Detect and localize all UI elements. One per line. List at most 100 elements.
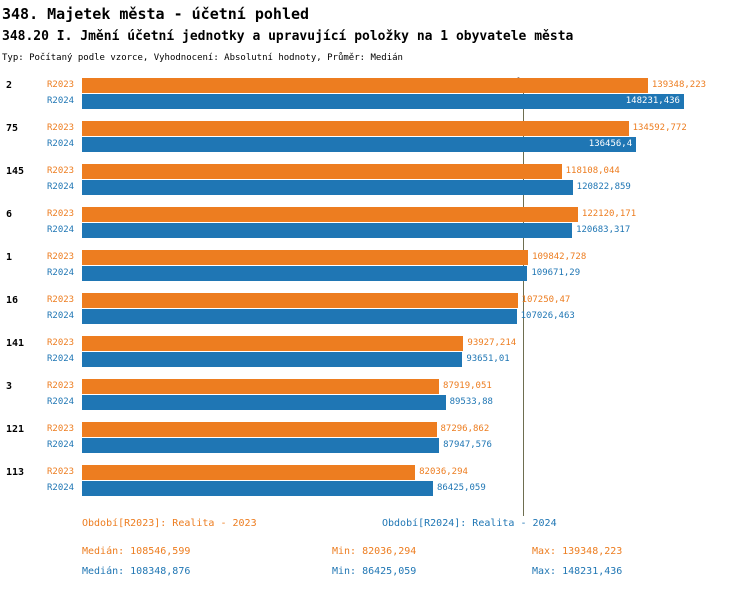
- bar-value-label: 87296,862: [440, 424, 490, 434]
- series-label-r2024: R2024: [47, 96, 75, 106]
- plot-cell: 82036,294: [82, 464, 748, 480]
- chart-bar-line: 3 R2023 87919,051: [2, 378, 748, 394]
- series-label-r2023: R2023: [47, 467, 75, 477]
- chart-group: 3 R2023 87919,051 R2024 89533,88: [2, 378, 748, 410]
- bar-value-label: 118108,044: [565, 166, 620, 176]
- plot-cell: 87947,576: [82, 437, 748, 453]
- chart-group: 16 R2023 107250,47 R2024 107026,463: [2, 292, 748, 324]
- series-label-r2024: R2024: [47, 268, 75, 278]
- series-label-r2023: R2023: [47, 209, 75, 219]
- series-label-r2023: R2023: [47, 381, 75, 391]
- indicator-title: 348.20 I. Jmění účetní jednotky a upravu…: [2, 29, 574, 44]
- category-label: 145: [6, 165, 25, 177]
- chart-group: 141 R2023 93927,214 R2024 93651,01: [2, 335, 748, 367]
- plot-cell: 107250,47: [82, 292, 748, 308]
- series-label-r2023: R2023: [47, 295, 75, 305]
- bar-r2023[interactable]: [82, 249, 529, 265]
- chart-bar-line: R2024 86425,059: [2, 480, 748, 496]
- category-label: 16: [6, 294, 19, 306]
- bar-r2024[interactable]: [82, 179, 573, 195]
- category-label: 113: [6, 466, 25, 478]
- series-label-r2023: R2023: [47, 80, 75, 90]
- chart-subtitle: Typ: Počítaný podle vzorce, Vyhodnocení:…: [2, 53, 403, 63]
- stat-max-r2024: Max: 148231,436: [532, 566, 623, 577]
- bar-value-label: 134592,772: [632, 123, 687, 133]
- series-label-r2023: R2023: [47, 252, 75, 262]
- plot-cell: 148231,436: [82, 93, 748, 109]
- bar-r2023[interactable]: [82, 163, 562, 179]
- plot-cell: 118108,044: [82, 163, 748, 179]
- series-label-r2024: R2024: [47, 354, 75, 364]
- chart-group: 1 R2023 109842,728 R2024 109671,29: [2, 249, 748, 281]
- plot-cell: 136456,4: [82, 136, 748, 152]
- category-label: 121: [6, 423, 25, 435]
- series-label-r2023: R2023: [47, 123, 75, 133]
- plot-cell: 120822,859: [82, 179, 748, 195]
- bar-r2023[interactable]: [82, 77, 648, 93]
- bar-value-label: 89533,88: [449, 397, 493, 407]
- plot-cell: 87296,862: [82, 421, 748, 437]
- plot-cell: 134592,772: [82, 120, 748, 136]
- legend-r2023: Období[R2023]: Realita - 2023: [82, 518, 257, 529]
- bar-chart: 0 2R2023139348,223R2024148231,43675R2023…: [2, 77, 748, 516]
- bar-r2024[interactable]: [82, 93, 684, 109]
- series-label-r2024: R2024: [47, 483, 75, 493]
- bar-r2024[interactable]: [82, 480, 433, 496]
- chart-bar-line: R2024 107026,463: [2, 308, 748, 324]
- chart-bar-line: 121 R2023 87296,862: [2, 421, 748, 437]
- bar-r2024[interactable]: [82, 394, 446, 410]
- bar-r2023[interactable]: [82, 335, 464, 351]
- bar-r2023[interactable]: [82, 421, 437, 437]
- bar-r2023[interactable]: [82, 292, 518, 308]
- bar-r2023[interactable]: [82, 464, 416, 480]
- category-label: 75: [6, 122, 19, 134]
- chart-bar-line: 75 R2023 134592,772: [2, 120, 748, 136]
- chart-bar-line: 145 R2023 118108,044: [2, 163, 748, 179]
- chart-bar-line: 113 R2023 82036,294: [2, 464, 748, 480]
- stat-median-r2023: Medián: 108546,599: [82, 546, 191, 557]
- chart-bar-line: 16 R2023 107250,47: [2, 292, 748, 308]
- plot-cell: 107026,463: [82, 308, 748, 324]
- chart-bar-line: R2024 89533,88: [2, 394, 748, 410]
- chart-group: 145 R2023 118108,044 R2024 120822,859: [2, 163, 748, 195]
- series-label-r2023: R2023: [47, 424, 75, 434]
- bar-value-label: 109671,29: [531, 268, 581, 278]
- bar-value-label: 93651,01: [466, 354, 510, 364]
- bar-r2023[interactable]: [82, 206, 578, 222]
- chart-bar-line: R2024 120683,317: [2, 222, 748, 238]
- category-label: 141: [6, 337, 25, 349]
- plot-cell: 93651,01: [82, 351, 748, 367]
- plot-cell: 122120,171: [82, 206, 748, 222]
- chart-bar-line: 141 R2023 93927,214: [2, 335, 748, 351]
- chart-group: 6 R2023 122120,171 R2024 120683,317: [2, 206, 748, 238]
- bar-value-label: 120683,317: [576, 225, 631, 235]
- bar-r2024[interactable]: [82, 222, 573, 238]
- bar-value-label: 109842,728: [532, 252, 587, 262]
- bar-value-label: 87947,576: [443, 440, 492, 450]
- chart-group: 121 R2023 87296,862 R2024 87947,576: [2, 421, 748, 453]
- chart-bar-line: R2024 93651,01: [2, 351, 748, 367]
- bar-r2024[interactable]: [82, 265, 528, 281]
- plot-cell: 93927,214: [82, 335, 748, 351]
- bar-value-label: 87919,051: [443, 381, 492, 391]
- bar-r2024[interactable]: [82, 351, 463, 367]
- bar-r2023[interactable]: [82, 120, 629, 136]
- chart-group: 113 R2023 82036,294 R2024 86425,059: [2, 464, 748, 496]
- bar-value-label: 120822,859: [576, 182, 631, 192]
- bar-r2024[interactable]: [82, 437, 440, 453]
- category-label: 3: [6, 380, 13, 392]
- chart-bar-line: R2024 148231,436: [2, 93, 748, 109]
- bar-r2023[interactable]: [82, 378, 440, 394]
- plot-cell: 120683,317: [82, 222, 748, 238]
- bar-value-label: 82036,294: [419, 467, 468, 477]
- category-label: 6: [6, 208, 13, 220]
- chart-bar-line: R2024 109671,29: [2, 265, 748, 281]
- bar-value-label: 136456,4: [588, 139, 633, 149]
- bar-value-label: 86425,059: [436, 483, 486, 493]
- median-line: [522, 90, 524, 516]
- chart-bar-line: R2024 136456,4: [2, 136, 748, 152]
- bar-r2024[interactable]: [82, 136, 637, 152]
- series-label-r2024: R2024: [47, 440, 75, 450]
- bar-r2024[interactable]: [82, 308, 517, 324]
